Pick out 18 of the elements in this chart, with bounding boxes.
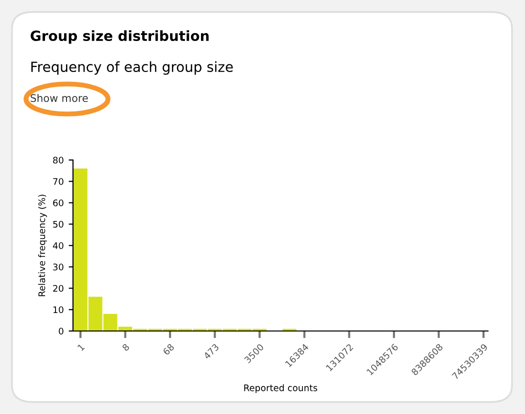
y-tick-label: 0 <box>58 328 64 335</box>
x-tick-label: 473 <box>203 343 220 360</box>
x-axis-title: Reported counts <box>244 384 318 393</box>
y-tick-label: 10 <box>53 306 64 314</box>
chart-title: Group size distribution <box>30 30 209 44</box>
y-tick-label: 40 <box>52 242 64 250</box>
y-tick-label: 50 <box>53 220 64 228</box>
y-tick-label: 20 <box>53 284 64 292</box>
y-axis-title: Relative frequency (%) <box>38 194 47 296</box>
y-tick-label: 80 <box>53 156 64 164</box>
y-tick-label: 60 <box>53 199 64 206</box>
x-tick-label: 68 <box>162 343 175 356</box>
x-tick-label: 8 <box>122 343 130 352</box>
chart-subtitle: Frequency of each group size <box>31 61 233 75</box>
x-tick-label: 1 <box>77 344 85 352</box>
text: Show more <box>30 94 88 102</box>
y-tick-label: 30 <box>53 264 64 270</box>
y-tick-label: 70 <box>53 178 64 185</box>
